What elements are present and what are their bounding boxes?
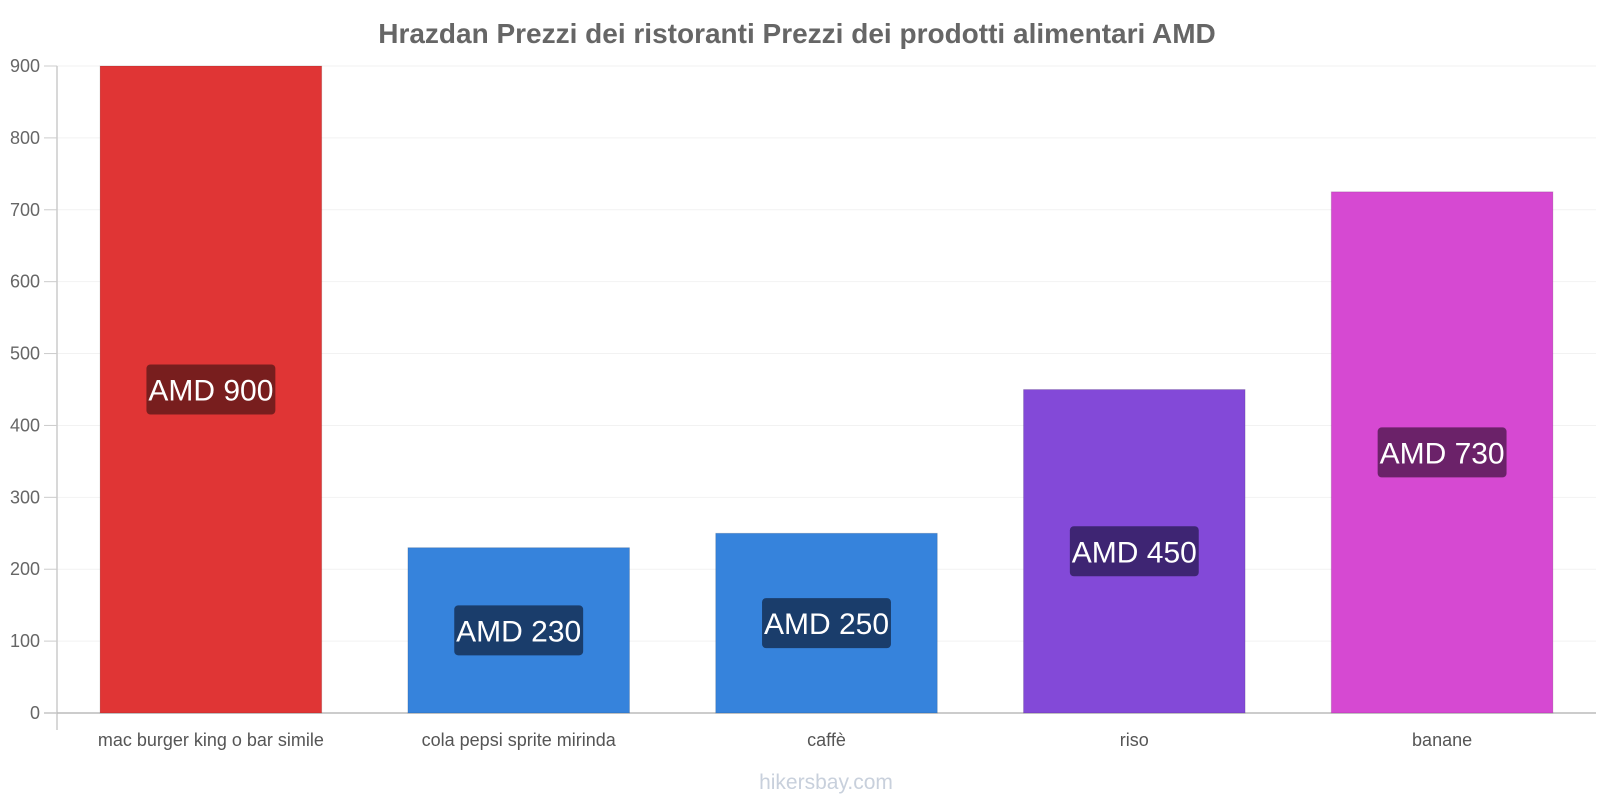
x-tick-label: riso	[1120, 730, 1149, 750]
x-tick-label: caffè	[807, 730, 846, 750]
chart-title: Hrazdan Prezzi dei ristoranti Prezzi dei…	[378, 18, 1216, 49]
watermark: hikersbay.com	[759, 771, 893, 794]
y-tick-label: 200	[10, 559, 40, 579]
data-label-bg	[1069, 526, 1199, 577]
data-label: AMD 900	[148, 375, 273, 408]
y-tick-label: 400	[10, 415, 40, 435]
data-label: AMD 250	[764, 608, 889, 641]
y-tick-label: 700	[10, 200, 40, 220]
data-label-bg	[454, 605, 584, 656]
data-label: AMD 230	[456, 615, 581, 648]
x-tick-label: cola pepsi sprite mirinda	[422, 730, 617, 750]
x-tick-label: banane	[1412, 730, 1472, 750]
y-tick-label: 300	[10, 487, 40, 507]
y-tick-labels: 0 100 200 300 400 500 600 700 800 900	[10, 56, 57, 723]
data-label: AMD 730	[1380, 437, 1505, 470]
x-tick-labels: mac burger king o bar simile cola pepsi s…	[98, 730, 1472, 750]
y-tick-label: 0	[30, 703, 40, 723]
data-label: AMD 450	[1072, 536, 1197, 569]
y-tick-label: 800	[10, 128, 40, 148]
y-tick-label: 900	[10, 56, 40, 76]
y-tick-label: 100	[10, 631, 40, 651]
x-tick-label: mac burger king o bar simile	[98, 730, 324, 750]
y-tick-label: 600	[10, 272, 40, 292]
data-label-bg	[146, 364, 276, 415]
y-tick-label: 500	[10, 344, 40, 364]
data-label-bg	[1377, 427, 1507, 478]
data-label-bg	[762, 598, 891, 649]
bars: AMD 900 AMD 230 AMD 250 AMD 450 AMD 730	[99, 65, 1554, 714]
